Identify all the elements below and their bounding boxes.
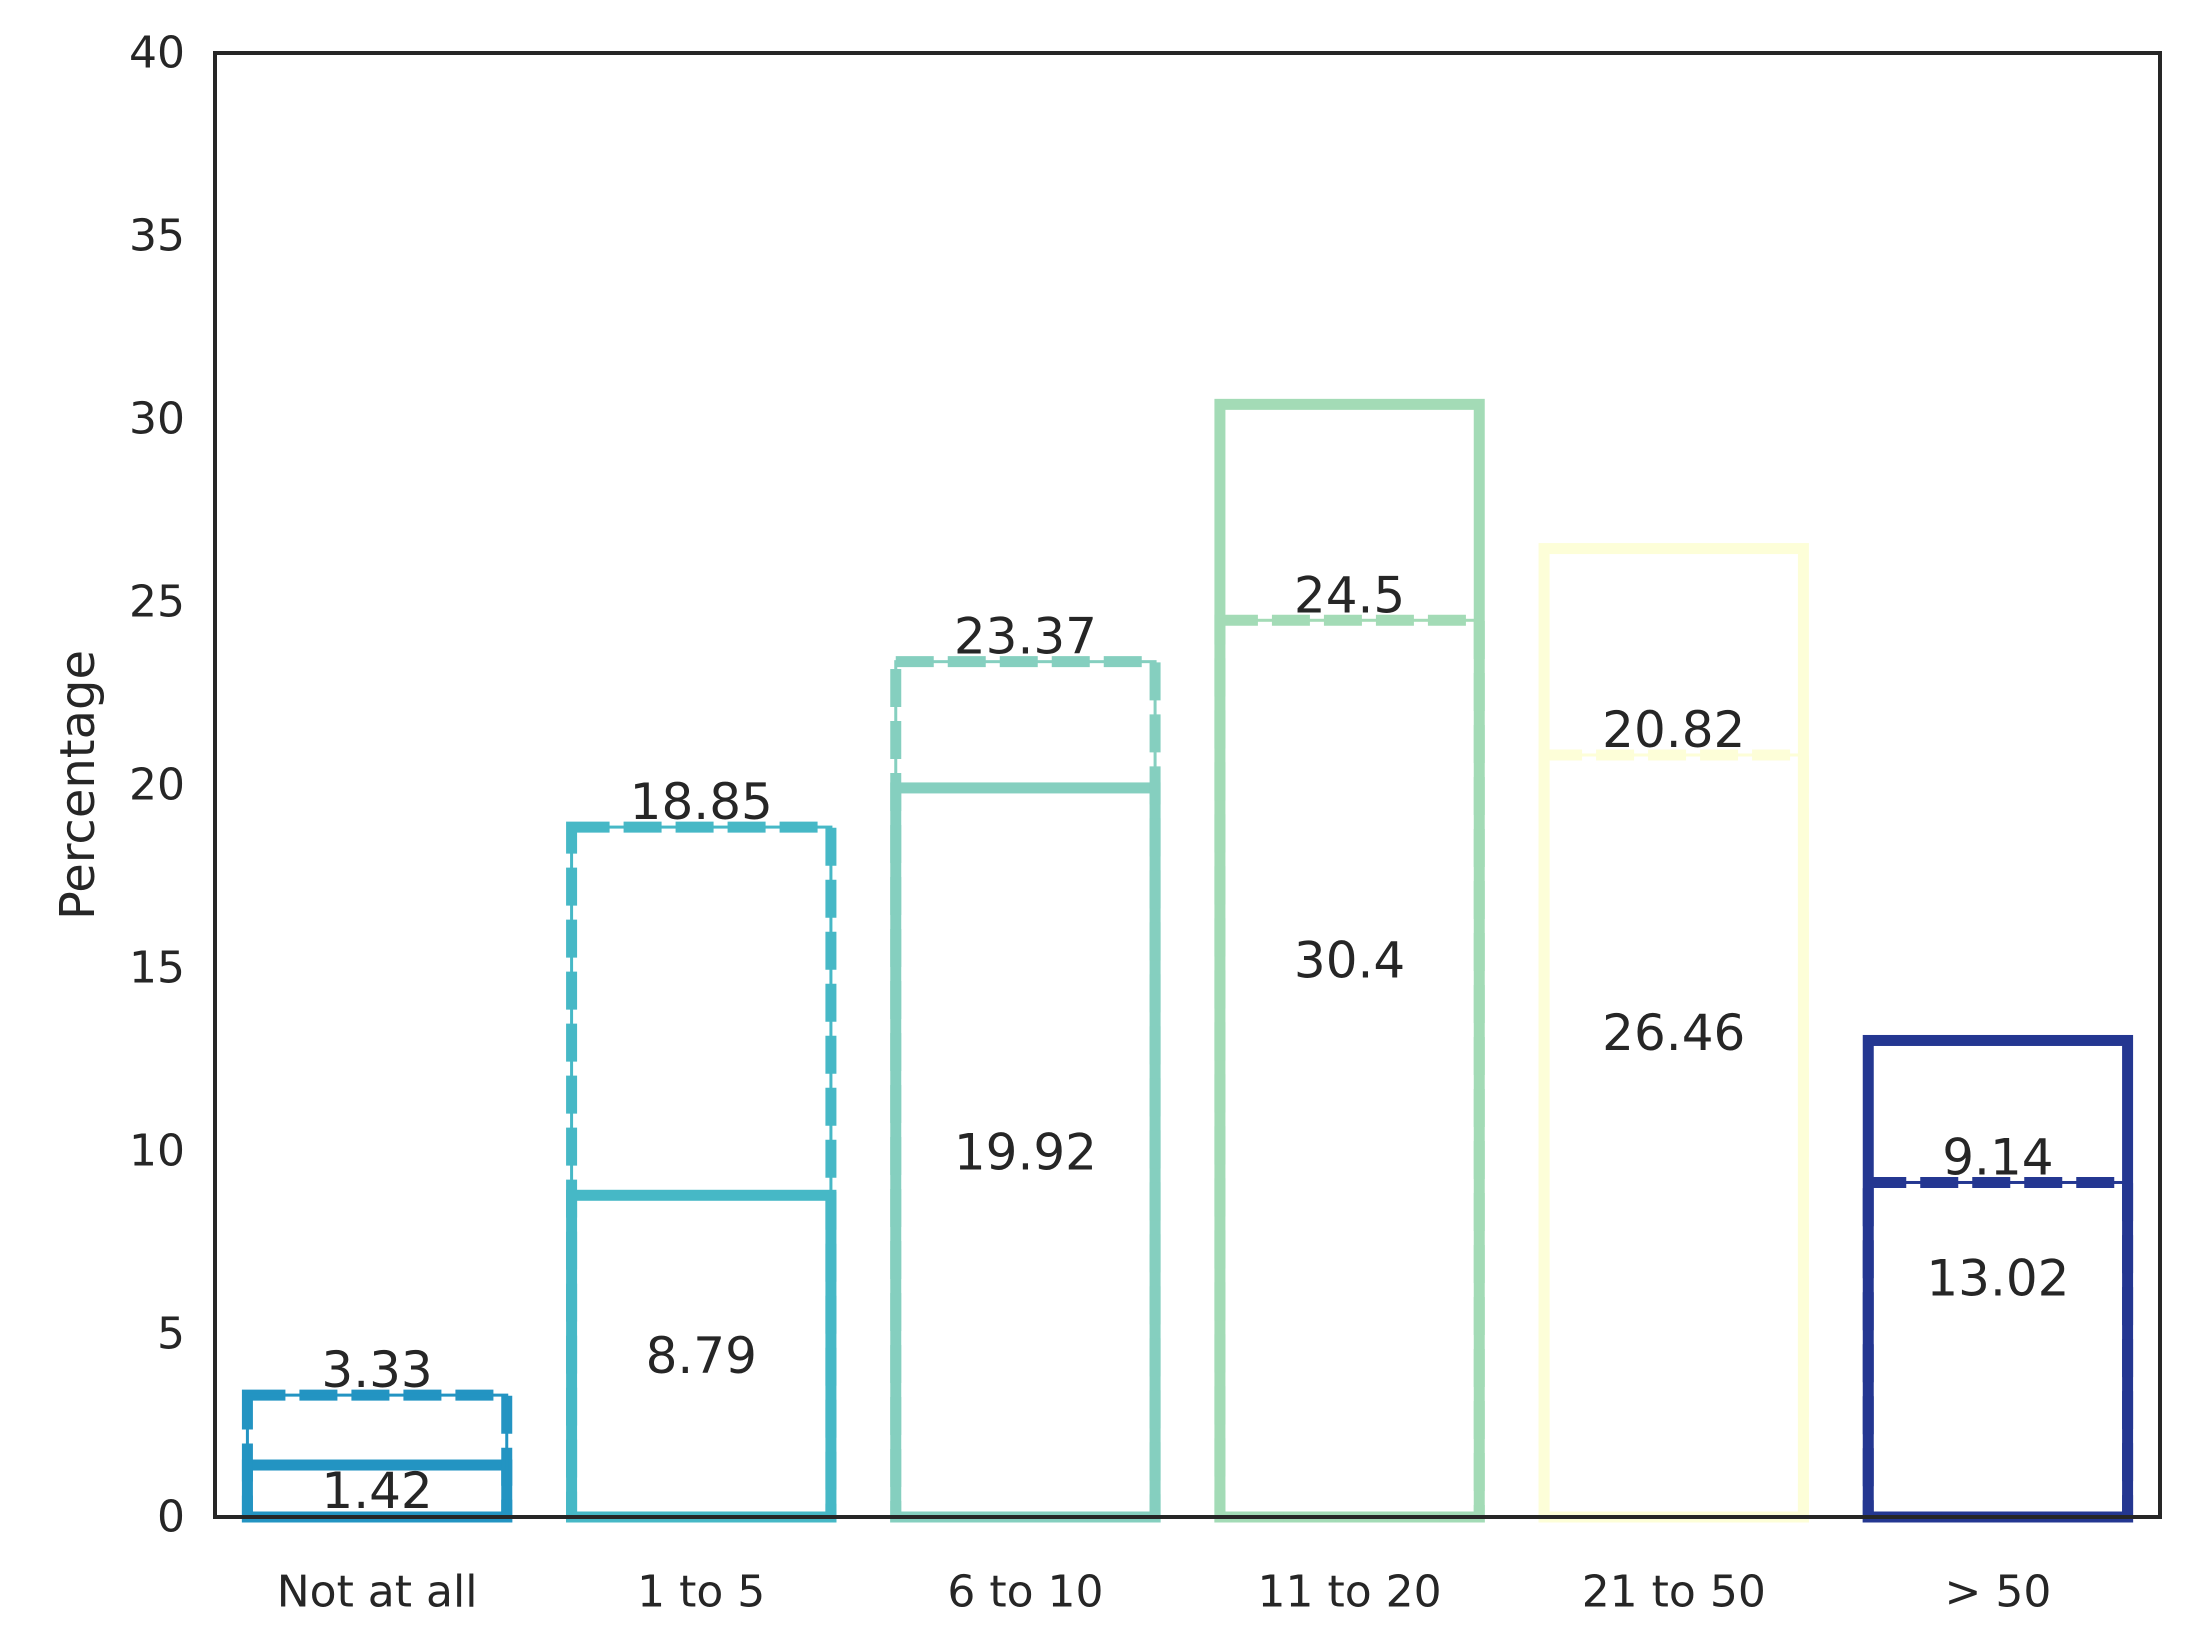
data-label-dashed: 18.85 [630,773,773,831]
x-tick-label: 21 to 50 [1582,1567,1766,1618]
data-label-solid: 8.79 [646,1327,757,1385]
y-tick-label: 25 [129,577,185,628]
bar-dashed-outline [1866,1180,2130,1519]
x-tick-label: Not at all [277,1567,478,1618]
data-label-solid: 19.92 [954,1123,1097,1181]
bar-dashed [1862,1176,2134,1523]
data-label-solid: 1.42 [321,1462,432,1520]
y-axis-title: Percentage [50,650,106,920]
data-label-dashed: 9.14 [1942,1128,2053,1186]
y-tick-label: 35 [129,211,185,262]
data-label-solid: 13.02 [1926,1250,2069,1308]
x-tick-label: > 50 [1944,1567,2051,1618]
y-tick-label: 30 [129,394,185,445]
y-tick-label: 5 [157,1309,185,1360]
bar-dashed-outline [1542,753,1805,1519]
bar-dashed [1214,614,1485,1523]
bars-layer [241,398,2134,1523]
bar-dashed [1538,749,1809,1523]
x-axis-ticks: Not at all 1 to 5 6 to 10 11 to 20 21 to 50 >… [277,1567,2052,1618]
y-tick-label: 0 [157,1492,185,1543]
bar-dashed-outline [1218,618,1481,1519]
plot-frame [213,51,2162,1519]
x-tick-label: 6 to 10 [947,1567,1103,1618]
data-label-dashed: 20.82 [1602,701,1745,759]
data-label-dashed: 23.37 [954,608,1097,666]
x-tick-label: 11 to 20 [1258,1567,1442,1618]
data-labels-layer: 3.33 1.42 18.85 8.79 23.37 19.92 24.5 30.4 20.82… [321,566,2069,1520]
y-tick-label: 20 [129,760,185,811]
bar-dashed-outline [570,825,833,1519]
data-label-solid: 30.4 [1294,932,1405,990]
y-tick-label: 10 [129,1126,185,1177]
data-label-solid: 26.46 [1602,1004,1745,1062]
y-axis-ticks: 0 5 10 15 20 25 30 35 40 [129,28,185,1543]
data-label-dashed: 3.33 [321,1341,432,1399]
y-tick-label: 15 [129,943,185,994]
y-tick-label: 40 [129,28,185,79]
bar-dashed [566,821,837,1523]
x-tick-label: 1 to 5 [637,1567,765,1618]
data-label-dashed: 24.5 [1294,566,1405,624]
